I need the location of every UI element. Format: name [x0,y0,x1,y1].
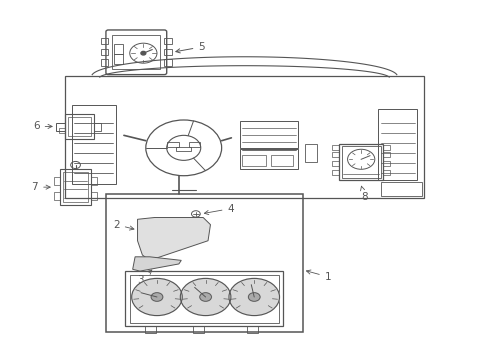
Text: 6: 6 [33,121,52,131]
Bar [67,117,91,136]
Bar [130,275,278,323]
Bar [341,146,380,178]
Bar [144,327,155,333]
Bar [193,327,203,333]
Bar [380,182,421,196]
Circle shape [248,293,260,301]
Text: 8: 8 [360,186,367,202]
Circle shape [200,293,211,301]
Bar [101,59,108,66]
Bar [377,109,416,180]
Text: 7: 7 [31,182,50,192]
Circle shape [141,51,145,55]
Text: 5: 5 [176,42,204,53]
Bar [242,155,266,166]
Bar [91,177,97,185]
Bar [239,149,297,169]
Bar [164,49,172,55]
Bar [246,327,257,333]
Bar [91,192,97,200]
Polygon shape [132,257,181,271]
Bar [112,35,160,69]
Bar [339,144,382,180]
Bar [331,145,339,150]
Text: 2: 2 [113,220,134,230]
Bar [176,147,191,152]
Bar [106,194,302,332]
Bar [101,38,108,44]
Circle shape [228,278,279,316]
Text: 3: 3 [137,270,151,285]
Bar [382,152,389,157]
Circle shape [151,293,163,301]
Bar [94,123,101,131]
Circle shape [180,278,230,316]
Bar [56,123,64,131]
Bar [331,152,339,157]
Bar [114,44,122,64]
Polygon shape [137,217,210,260]
Bar [167,143,179,147]
Bar [60,169,91,205]
Bar [239,121,297,148]
Bar [64,114,94,139]
Bar [382,170,389,175]
Bar [331,161,339,166]
Bar [382,145,389,150]
Bar [331,170,339,175]
Bar [54,192,60,200]
Circle shape [131,278,182,316]
Bar [305,144,317,162]
Bar [54,177,60,185]
Bar [64,76,424,198]
Bar [164,38,172,44]
Bar [382,161,389,166]
Bar [188,143,200,147]
Text: 1: 1 [306,270,331,282]
Bar [164,59,172,66]
Bar [72,105,116,184]
Text: 4: 4 [204,203,234,215]
Bar [59,129,64,133]
Bar [101,49,108,55]
Bar [62,172,88,202]
Bar [125,271,283,327]
Bar [271,155,292,166]
